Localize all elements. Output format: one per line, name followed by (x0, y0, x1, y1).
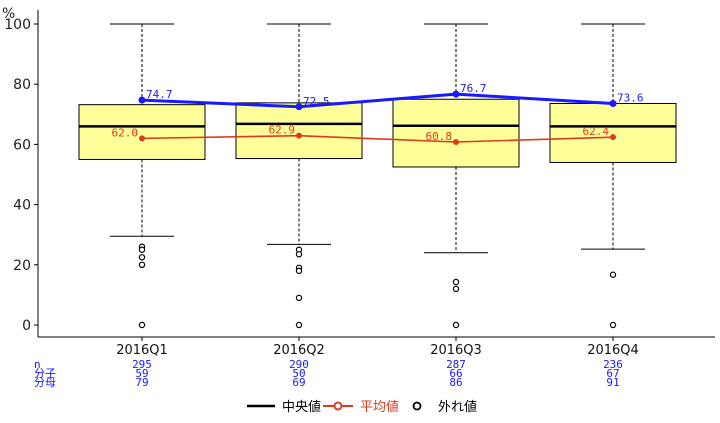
table-row-label: 分母 (34, 376, 56, 389)
outlier-point (138, 254, 146, 261)
y-tick-label: 100 (4, 17, 31, 33)
y-tick-label: 20 (13, 258, 31, 274)
table-cell: 295 (132, 358, 152, 371)
mean-series: 62.0 62.9 60.8 62.4 (112, 124, 616, 145)
x-tick-label: 2016Q4 (587, 343, 639, 358)
legend-mean-marker (333, 401, 343, 411)
outlier-point (295, 294, 303, 302)
mean-line (141, 134, 614, 143)
outlier-point (452, 285, 460, 293)
outlier-point (138, 261, 146, 268)
series-point (295, 103, 303, 111)
y-tick-label: 60 (13, 137, 31, 153)
axes: % 0 20 40 60 80 100 2016Q1 2016Q2 2016Q3 2016Q4 (2, 6, 715, 358)
table-cell: 50 (292, 367, 305, 380)
y-tick-label: 80 (13, 77, 31, 93)
y-tick-label: 0 (22, 318, 31, 334)
box-2 (235, 23, 363, 329)
table-cell: 66 (449, 367, 462, 380)
outlier-point (138, 246, 146, 253)
series-data-label: 73.6 (617, 91, 644, 104)
x-tick-label: 2016Q3 (430, 343, 482, 358)
blue-line (141, 92, 614, 109)
table-cell: 67 (606, 367, 619, 380)
outlier-point (295, 267, 303, 275)
table-cell: 79 (135, 376, 148, 389)
series-lines: 62.0 62.9 60.8 62.4 74.7 72.5 76.7 73.6 (112, 82, 644, 145)
box-1 (78, 23, 206, 329)
outlier-point (138, 321, 146, 329)
count-table: n 295 290 287 236 分子 59 50 66 67 分母 79 69 86 91 (34, 358, 623, 389)
outlier-point (609, 321, 617, 329)
series-data-label: 62.0 (112, 126, 139, 139)
box-4 (549, 23, 677, 329)
series-data-label: 74.7 (146, 88, 173, 101)
legend-outlier-label: 外れ値 (438, 399, 477, 415)
series-data-label: 76.7 (460, 82, 487, 95)
series-point (609, 99, 617, 107)
x-tick-label: 2016Q1 (116, 343, 168, 358)
series-point (138, 96, 146, 104)
blue-series: 74.7 72.5 76.7 73.6 (138, 82, 644, 111)
series-data-label: 72.5 (303, 95, 330, 108)
outlier-point (609, 271, 617, 278)
x-tick-label: 2016Q2 (273, 343, 325, 358)
outlier-point (452, 278, 460, 286)
table-cell: 86 (449, 376, 462, 389)
table-cell: 290 (289, 358, 309, 371)
table-cell: 69 (292, 376, 305, 389)
table-cell: 236 (603, 358, 623, 371)
y-unit-label: % (2, 6, 15, 22)
y-tick-label: 40 (13, 198, 31, 214)
table-cell: 91 (606, 376, 619, 389)
table-row-label: n (34, 358, 41, 371)
box-iqr (549, 102, 677, 163)
outlier-point (452, 321, 460, 329)
legend-outlier-marker (412, 401, 422, 411)
series-point (296, 132, 302, 139)
outlier-point (295, 251, 303, 258)
boxes (78, 23, 677, 329)
outlier-point (295, 321, 303, 329)
series-point (610, 134, 616, 141)
series-point (452, 90, 460, 98)
table-cell: 287 (446, 358, 466, 371)
box-iqr (78, 104, 206, 160)
legend: 中央値 平均値 外れ値 (247, 399, 477, 415)
series-data-label: 62.9 (269, 124, 296, 137)
legend-median-label: 中央値 (282, 399, 321, 415)
box-3 (392, 23, 520, 329)
legend-mean-label: 平均値 (360, 399, 399, 415)
box-iqr (392, 98, 520, 168)
series-data-label: 62.4 (583, 125, 610, 138)
series-point (453, 138, 459, 145)
series-point (139, 135, 145, 142)
series-data-label: 60.8 (426, 130, 453, 143)
table-row-label: 分子 (34, 367, 56, 380)
table-cell: 59 (135, 367, 148, 380)
box-iqr (235, 102, 363, 160)
